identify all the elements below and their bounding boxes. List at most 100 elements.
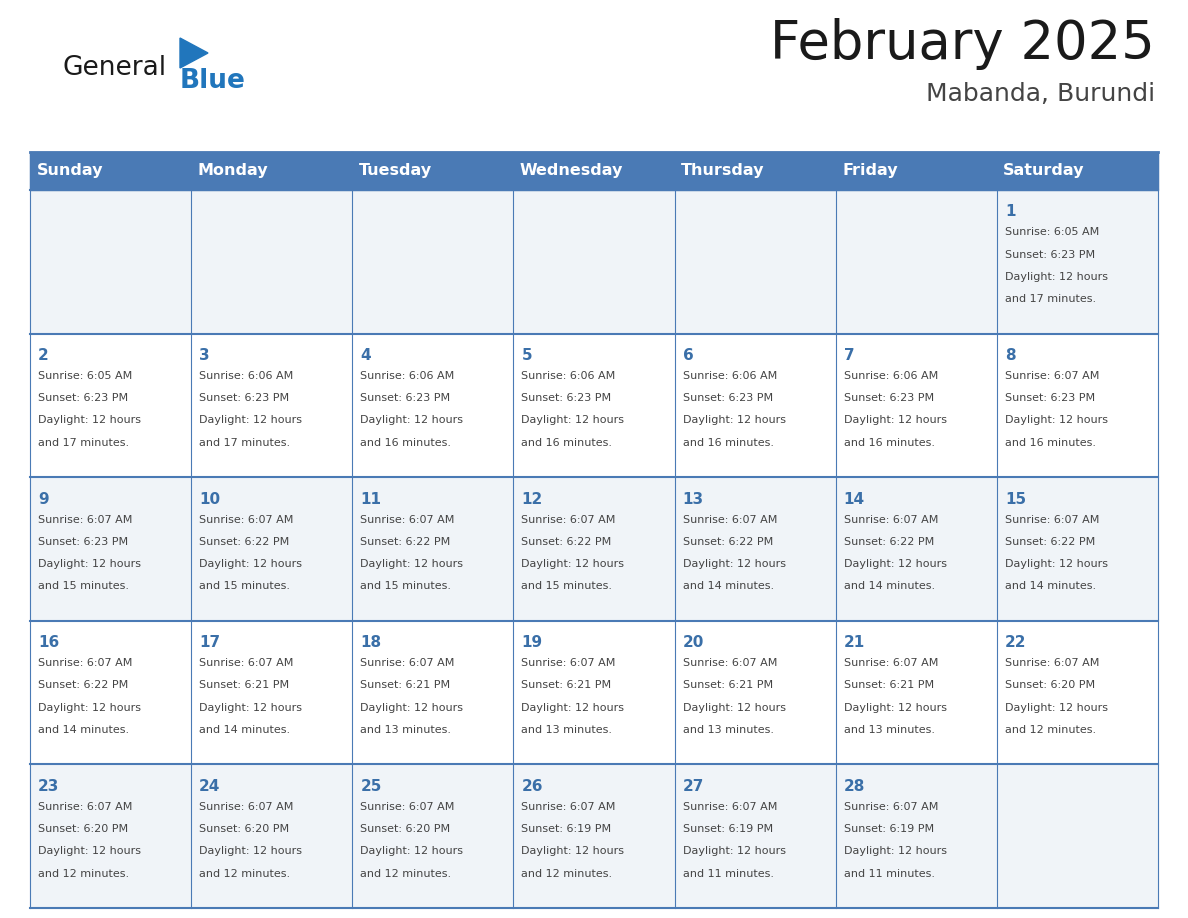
- Text: Daylight: 12 hours: Daylight: 12 hours: [1005, 416, 1108, 425]
- Text: Sunrise: 6:06 AM: Sunrise: 6:06 AM: [522, 371, 615, 381]
- Text: Daylight: 12 hours: Daylight: 12 hours: [522, 559, 625, 569]
- Text: 1: 1: [1005, 205, 1016, 219]
- Text: and 15 minutes.: and 15 minutes.: [360, 581, 451, 591]
- Text: Daylight: 12 hours: Daylight: 12 hours: [38, 416, 141, 425]
- Text: 19: 19: [522, 635, 543, 650]
- Text: 2: 2: [38, 348, 49, 363]
- Text: Sunset: 6:23 PM: Sunset: 6:23 PM: [843, 393, 934, 403]
- Bar: [30, 152, 1158, 190]
- Text: and 14 minutes.: and 14 minutes.: [38, 725, 129, 735]
- Text: Sunset: 6:23 PM: Sunset: 6:23 PM: [360, 393, 450, 403]
- Text: 28: 28: [843, 778, 865, 794]
- Text: and 12 minutes.: and 12 minutes.: [522, 868, 613, 879]
- Text: 7: 7: [843, 348, 854, 363]
- Text: and 17 minutes.: and 17 minutes.: [38, 438, 129, 448]
- Text: Mabanda, Burundi: Mabanda, Burundi: [925, 82, 1155, 106]
- Text: Sunrise: 6:05 AM: Sunrise: 6:05 AM: [38, 371, 132, 381]
- Text: and 16 minutes.: and 16 minutes.: [360, 438, 451, 448]
- Text: Daylight: 12 hours: Daylight: 12 hours: [683, 559, 785, 569]
- Text: Daylight: 12 hours: Daylight: 12 hours: [522, 846, 625, 856]
- Text: Daylight: 12 hours: Daylight: 12 hours: [683, 416, 785, 425]
- Text: Sunset: 6:23 PM: Sunset: 6:23 PM: [200, 393, 290, 403]
- Text: Daylight: 12 hours: Daylight: 12 hours: [843, 416, 947, 425]
- Text: Monday: Monday: [197, 163, 268, 178]
- Text: Sunrise: 6:05 AM: Sunrise: 6:05 AM: [1005, 228, 1099, 238]
- Text: and 13 minutes.: and 13 minutes.: [843, 725, 935, 735]
- Text: Sunrise: 6:07 AM: Sunrise: 6:07 AM: [200, 658, 293, 668]
- Polygon shape: [181, 38, 208, 68]
- Text: and 12 minutes.: and 12 minutes.: [360, 868, 451, 879]
- Bar: [30, 333, 1158, 477]
- Text: Sunset: 6:20 PM: Sunset: 6:20 PM: [200, 824, 290, 834]
- Text: and 16 minutes.: and 16 minutes.: [683, 438, 773, 448]
- Text: Friday: Friday: [842, 163, 898, 178]
- Text: Daylight: 12 hours: Daylight: 12 hours: [522, 702, 625, 712]
- Text: 8: 8: [1005, 348, 1016, 363]
- Text: 10: 10: [200, 491, 220, 507]
- Text: Sunset: 6:23 PM: Sunset: 6:23 PM: [38, 537, 128, 547]
- Text: Sunrise: 6:07 AM: Sunrise: 6:07 AM: [200, 801, 293, 812]
- Text: Sunrise: 6:06 AM: Sunrise: 6:06 AM: [683, 371, 777, 381]
- Text: Sunrise: 6:07 AM: Sunrise: 6:07 AM: [200, 514, 293, 524]
- Text: Sunrise: 6:07 AM: Sunrise: 6:07 AM: [843, 658, 939, 668]
- Text: Sunset: 6:21 PM: Sunset: 6:21 PM: [522, 680, 612, 690]
- Text: and 14 minutes.: and 14 minutes.: [1005, 581, 1097, 591]
- Text: and 13 minutes.: and 13 minutes.: [522, 725, 613, 735]
- Text: Sunset: 6:22 PM: Sunset: 6:22 PM: [522, 537, 612, 547]
- Text: Sunrise: 6:07 AM: Sunrise: 6:07 AM: [683, 514, 777, 524]
- Text: Sunset: 6:22 PM: Sunset: 6:22 PM: [843, 537, 934, 547]
- Text: Sunset: 6:23 PM: Sunset: 6:23 PM: [522, 393, 612, 403]
- Text: 24: 24: [200, 778, 221, 794]
- Text: Daylight: 12 hours: Daylight: 12 hours: [360, 702, 463, 712]
- Text: 23: 23: [38, 778, 59, 794]
- Text: Sunrise: 6:07 AM: Sunrise: 6:07 AM: [360, 801, 455, 812]
- Text: Daylight: 12 hours: Daylight: 12 hours: [200, 559, 302, 569]
- Text: Daylight: 12 hours: Daylight: 12 hours: [522, 416, 625, 425]
- Text: Sunset: 6:22 PM: Sunset: 6:22 PM: [1005, 537, 1095, 547]
- Text: Saturday: Saturday: [1004, 163, 1085, 178]
- Text: and 12 minutes.: and 12 minutes.: [1005, 725, 1097, 735]
- Text: and 15 minutes.: and 15 minutes.: [522, 581, 613, 591]
- Text: Daylight: 12 hours: Daylight: 12 hours: [683, 702, 785, 712]
- Text: Sunrise: 6:06 AM: Sunrise: 6:06 AM: [843, 371, 939, 381]
- Text: Sunrise: 6:06 AM: Sunrise: 6:06 AM: [200, 371, 293, 381]
- Text: Sunrise: 6:07 AM: Sunrise: 6:07 AM: [522, 801, 615, 812]
- Text: Sunrise: 6:07 AM: Sunrise: 6:07 AM: [360, 658, 455, 668]
- Text: and 14 minutes.: and 14 minutes.: [683, 581, 773, 591]
- Text: Blue: Blue: [181, 68, 246, 94]
- Text: Thursday: Thursday: [681, 163, 765, 178]
- Text: Sunrise: 6:06 AM: Sunrise: 6:06 AM: [360, 371, 455, 381]
- Text: Daylight: 12 hours: Daylight: 12 hours: [360, 559, 463, 569]
- Text: General: General: [62, 55, 166, 81]
- Text: 13: 13: [683, 491, 703, 507]
- Text: Wednesday: Wednesday: [520, 163, 624, 178]
- Text: 15: 15: [1005, 491, 1026, 507]
- Text: Daylight: 12 hours: Daylight: 12 hours: [683, 846, 785, 856]
- Text: Daylight: 12 hours: Daylight: 12 hours: [360, 846, 463, 856]
- Text: 26: 26: [522, 778, 543, 794]
- Text: Sunrise: 6:07 AM: Sunrise: 6:07 AM: [1005, 514, 1099, 524]
- Text: Sunset: 6:19 PM: Sunset: 6:19 PM: [522, 824, 612, 834]
- Text: Daylight: 12 hours: Daylight: 12 hours: [843, 702, 947, 712]
- Text: 5: 5: [522, 348, 532, 363]
- Text: and 13 minutes.: and 13 minutes.: [360, 725, 451, 735]
- Text: Sunset: 6:23 PM: Sunset: 6:23 PM: [1005, 393, 1095, 403]
- Text: Daylight: 12 hours: Daylight: 12 hours: [200, 846, 302, 856]
- Text: and 12 minutes.: and 12 minutes.: [200, 868, 290, 879]
- Text: Sunrise: 6:07 AM: Sunrise: 6:07 AM: [38, 658, 132, 668]
- Text: Daylight: 12 hours: Daylight: 12 hours: [843, 559, 947, 569]
- Text: Sunrise: 6:07 AM: Sunrise: 6:07 AM: [1005, 658, 1099, 668]
- Text: and 16 minutes.: and 16 minutes.: [843, 438, 935, 448]
- Bar: [30, 621, 1158, 765]
- Text: and 15 minutes.: and 15 minutes.: [200, 581, 290, 591]
- Text: 9: 9: [38, 491, 49, 507]
- Text: Tuesday: Tuesday: [359, 163, 432, 178]
- Text: 17: 17: [200, 635, 220, 650]
- Text: Daylight: 12 hours: Daylight: 12 hours: [38, 846, 141, 856]
- Text: Daylight: 12 hours: Daylight: 12 hours: [200, 416, 302, 425]
- Text: Daylight: 12 hours: Daylight: 12 hours: [38, 559, 141, 569]
- Bar: [30, 477, 1158, 621]
- Text: Daylight: 12 hours: Daylight: 12 hours: [360, 416, 463, 425]
- Text: Sunset: 6:21 PM: Sunset: 6:21 PM: [843, 680, 934, 690]
- Text: Daylight: 12 hours: Daylight: 12 hours: [843, 846, 947, 856]
